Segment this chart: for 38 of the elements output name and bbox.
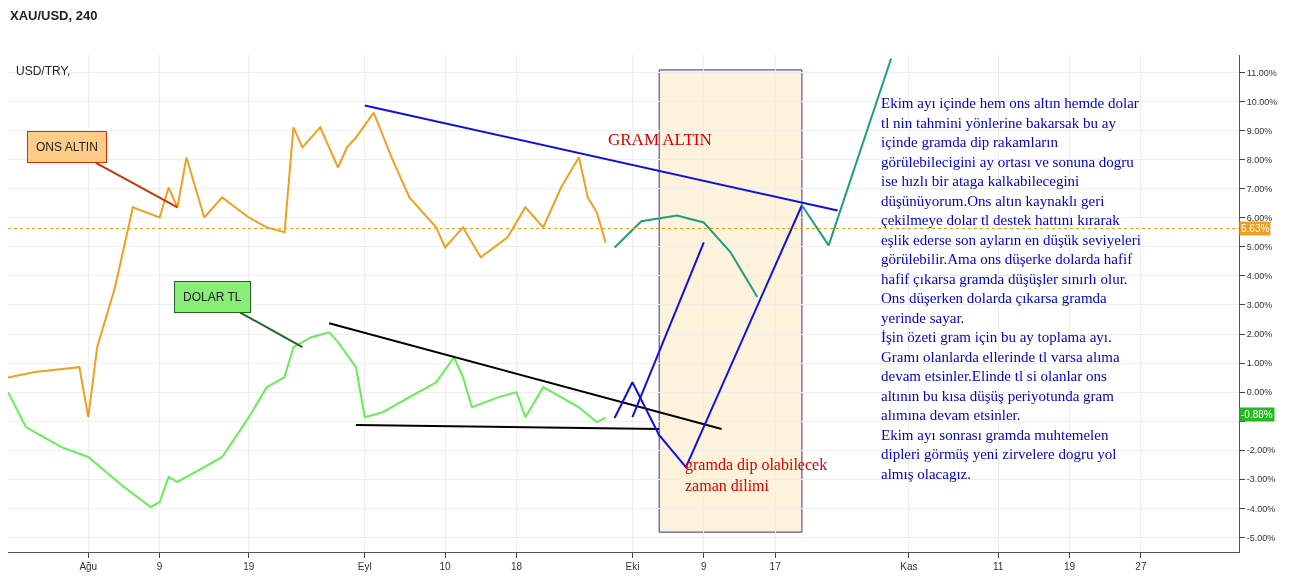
y-tick-label: 11.00% [1246, 67, 1277, 78]
y-tick-label: 7.00% [1246, 183, 1273, 194]
y-tick-label: -2.00% [1246, 445, 1276, 456]
y-tick-label: -3.00% [1246, 474, 1276, 485]
x-tick-label: 10 [439, 561, 452, 572]
x-tick-label: 9 [701, 561, 707, 572]
x-tick-label: Eki [625, 561, 640, 572]
y-tick-label: 1.00% [1246, 358, 1273, 369]
chart-title: XAU/USD, 240 [10, 8, 98, 23]
y-tick-label: 3.00% [1246, 300, 1273, 311]
x-tick-label: Kas [900, 561, 918, 572]
text: Ekim ayı içinde hem ons altın hemde dolar tl nin tahmini yönlerine bakarsak bu ay içinde gramda dip rakamların görülebilecigini ay ortası ve sonuna dogru ise hızlı bir ataga kalkabilecegini düşünüyorum.Ons altın kaynaklı geri çekilmeye dolar tl destek hattını kırarak eşlik ederse son ayların en düşük seviyeleri görülebilir.Ama ons düşerke dolarda hafif hafif çıkarsa gramda düşüşler sınırlı olur. Ons düşerken dolarda çıkarsa gramda yerinde sayar. İşin özeti gram için bu ay toplama ayı. Gramı olanlarda ellerinde tl varsa alıma devam etsinler.Elinde tl si olanlar ons altının bu kısa düşüş periyotunda gram alımına devam etsinler. Ekim ayı sonrası gramda muhtemelen dipleri görmüş yeni zirvelere dogru yol almış olacagız. [881, 95, 1141, 482]
y-tick-label: 9.00% [1246, 125, 1273, 136]
y-tick-label: 6.00% [1246, 212, 1273, 223]
x-tick-label: 19 [1063, 561, 1076, 572]
annotation: DOLAR TL [183, 290, 242, 304]
y-tick-label: 8.00% [1246, 154, 1273, 165]
annotation: GRAM ALTIN [608, 130, 712, 149]
x-tick-label: Ağu [79, 561, 98, 572]
annotation: ONS ALTIN [36, 140, 98, 154]
y-tick-label: -5.00% [1246, 532, 1276, 543]
y-tick-label: 4.00% [1246, 271, 1273, 282]
x-tick-label: Eyl [357, 561, 372, 572]
text: -0.88% [1241, 409, 1273, 420]
x-tick-label: 19 [243, 561, 255, 572]
x-tick-label: 17 [769, 561, 782, 572]
y-tick-label: 5.00% [1246, 241, 1273, 252]
y-tick-label: 10.00% [1246, 96, 1278, 107]
ref-line-label: 5.63% [1241, 223, 1270, 234]
annotation: gramda dip olabilecek zaman dilimi [685, 456, 828, 494]
x-tick-label: 18 [510, 561, 523, 572]
y-tick-label: 0.00% [1246, 387, 1273, 398]
x-tick-label: 11 [992, 561, 1004, 572]
text: USD/TRY, [16, 64, 71, 78]
y-tick-label: 2.00% [1246, 329, 1273, 340]
y-tick-label: -4.00% [1246, 503, 1276, 514]
x-tick-label: 9 [156, 561, 163, 572]
x-tick-label: 27 [1135, 561, 1147, 572]
